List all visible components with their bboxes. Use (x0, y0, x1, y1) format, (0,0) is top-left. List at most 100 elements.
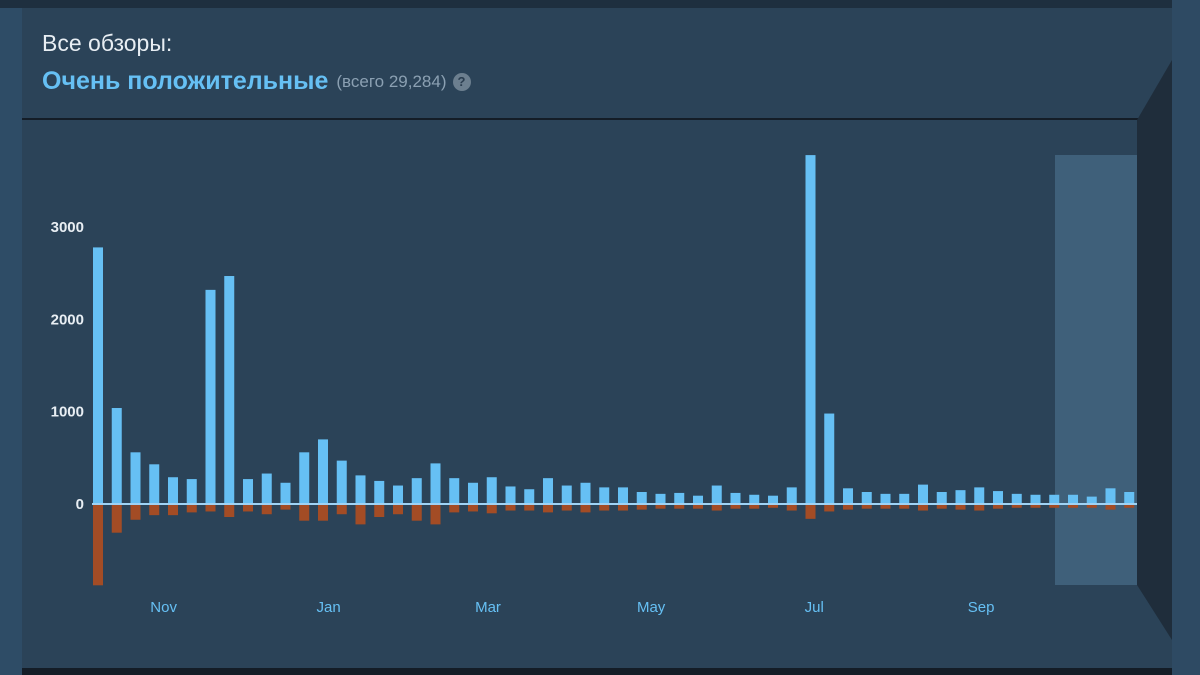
negative-bar[interactable] (693, 505, 703, 509)
positive-bar[interactable] (374, 480, 385, 504)
positive-bar[interactable] (318, 439, 328, 504)
positive-bar[interactable] (843, 488, 853, 504)
negative-bar[interactable] (261, 505, 272, 515)
positive-bar[interactable] (786, 487, 797, 504)
negative-bar[interactable] (449, 505, 460, 513)
positive-bar[interactable] (149, 464, 160, 504)
positive-bar[interactable] (1049, 494, 1060, 504)
positive-bar[interactable] (993, 491, 1003, 504)
negative-bar[interactable] (486, 505, 497, 514)
positive-bar[interactable] (505, 486, 516, 504)
positive-bar[interactable] (768, 495, 778, 504)
negative-bar[interactable] (580, 505, 591, 513)
positive-bar[interactable] (599, 487, 610, 504)
positive-bar[interactable] (411, 478, 422, 504)
negative-bar[interactable] (336, 505, 347, 515)
positive-bar[interactable] (430, 463, 441, 504)
positive-bar[interactable] (393, 485, 403, 504)
negative-bar[interactable] (955, 505, 966, 510)
positive-bar[interactable] (205, 289, 216, 504)
positive-bar[interactable] (749, 494, 760, 504)
positive-bar[interactable] (524, 489, 535, 504)
negative-bar[interactable] (899, 505, 910, 509)
negative-bar[interactable] (524, 505, 535, 511)
positive-bar[interactable] (468, 482, 478, 504)
negative-bar[interactable] (355, 505, 366, 525)
positive-bar[interactable] (561, 485, 572, 504)
positive-bar[interactable] (224, 276, 235, 504)
negative-bar[interactable] (1124, 505, 1135, 508)
positive-bar[interactable] (1030, 494, 1041, 504)
positive-bar[interactable] (936, 492, 947, 504)
positive-bar[interactable] (1011, 493, 1022, 504)
positive-bar[interactable] (1124, 492, 1135, 504)
negative-bar[interactable] (711, 505, 722, 511)
negative-bar[interactable] (786, 505, 797, 511)
positive-bar[interactable] (880, 493, 891, 504)
rating-text[interactable]: Очень положительные (42, 67, 329, 95)
negative-bar[interactable] (111, 505, 122, 533)
positive-bar[interactable] (974, 487, 985, 504)
negative-bar[interactable] (374, 505, 385, 517)
negative-bar[interactable] (430, 505, 441, 525)
positive-bar[interactable] (486, 477, 497, 504)
negative-bar[interactable] (280, 505, 291, 510)
negative-bar[interactable] (1068, 505, 1078, 508)
positive-bar[interactable] (730, 492, 741, 504)
positive-bar[interactable] (805, 155, 816, 504)
positive-bar[interactable] (674, 492, 685, 504)
negative-bar[interactable] (824, 505, 835, 512)
positive-bar[interactable] (261, 473, 272, 504)
negative-bar[interactable] (205, 505, 216, 512)
positive-bar[interactable] (1105, 488, 1116, 504)
positive-bar[interactable] (655, 493, 666, 504)
positive-bar[interactable] (693, 495, 703, 504)
negative-bar[interactable] (674, 505, 685, 509)
negative-bar[interactable] (880, 505, 891, 509)
positive-bar[interactable] (336, 460, 347, 504)
negative-bar[interactable] (543, 505, 553, 513)
negative-bar[interactable] (243, 505, 253, 512)
negative-bar[interactable] (843, 505, 853, 510)
negative-bar[interactable] (768, 505, 778, 508)
positive-bar[interactable] (130, 452, 141, 504)
negative-bar[interactable] (993, 505, 1003, 509)
negative-bar[interactable] (505, 505, 516, 511)
negative-bar[interactable] (299, 505, 310, 521)
negative-bar[interactable] (974, 505, 985, 511)
selection-range[interactable] (1055, 155, 1137, 585)
negative-bar[interactable] (749, 505, 760, 509)
help-icon[interactable]: ? (452, 72, 471, 91)
negative-bar[interactable] (730, 505, 741, 509)
positive-bar[interactable] (861, 492, 872, 504)
negative-bar[interactable] (1105, 505, 1116, 510)
negative-bar[interactable] (149, 505, 160, 516)
negative-bar[interactable] (636, 505, 647, 510)
negative-bar[interactable] (1049, 505, 1060, 508)
negative-bar[interactable] (1030, 505, 1041, 508)
positive-bar[interactable] (824, 413, 835, 504)
negative-bar[interactable] (130, 505, 141, 520)
positive-bar[interactable] (280, 482, 291, 504)
positive-bar[interactable] (93, 247, 103, 504)
positive-bar[interactable] (580, 482, 591, 504)
positive-bar[interactable] (299, 452, 310, 504)
negative-bar[interactable] (1086, 505, 1097, 508)
negative-bar[interactable] (393, 505, 403, 515)
negative-bar[interactable] (655, 505, 666, 509)
positive-bar[interactable] (636, 492, 647, 504)
positive-bar[interactable] (618, 487, 628, 504)
positive-bar[interactable] (1086, 496, 1097, 504)
negative-bar[interactable] (918, 505, 928, 511)
positive-bar[interactable] (355, 475, 366, 504)
positive-bar[interactable] (1068, 494, 1078, 504)
positive-bar[interactable] (449, 478, 460, 504)
negative-bar[interactable] (618, 505, 628, 511)
negative-bar[interactable] (936, 505, 947, 509)
negative-bar[interactable] (186, 505, 197, 513)
positive-bar[interactable] (918, 484, 928, 504)
positive-bar[interactable] (543, 478, 553, 504)
negative-bar[interactable] (805, 505, 816, 519)
negative-bar[interactable] (168, 505, 178, 516)
